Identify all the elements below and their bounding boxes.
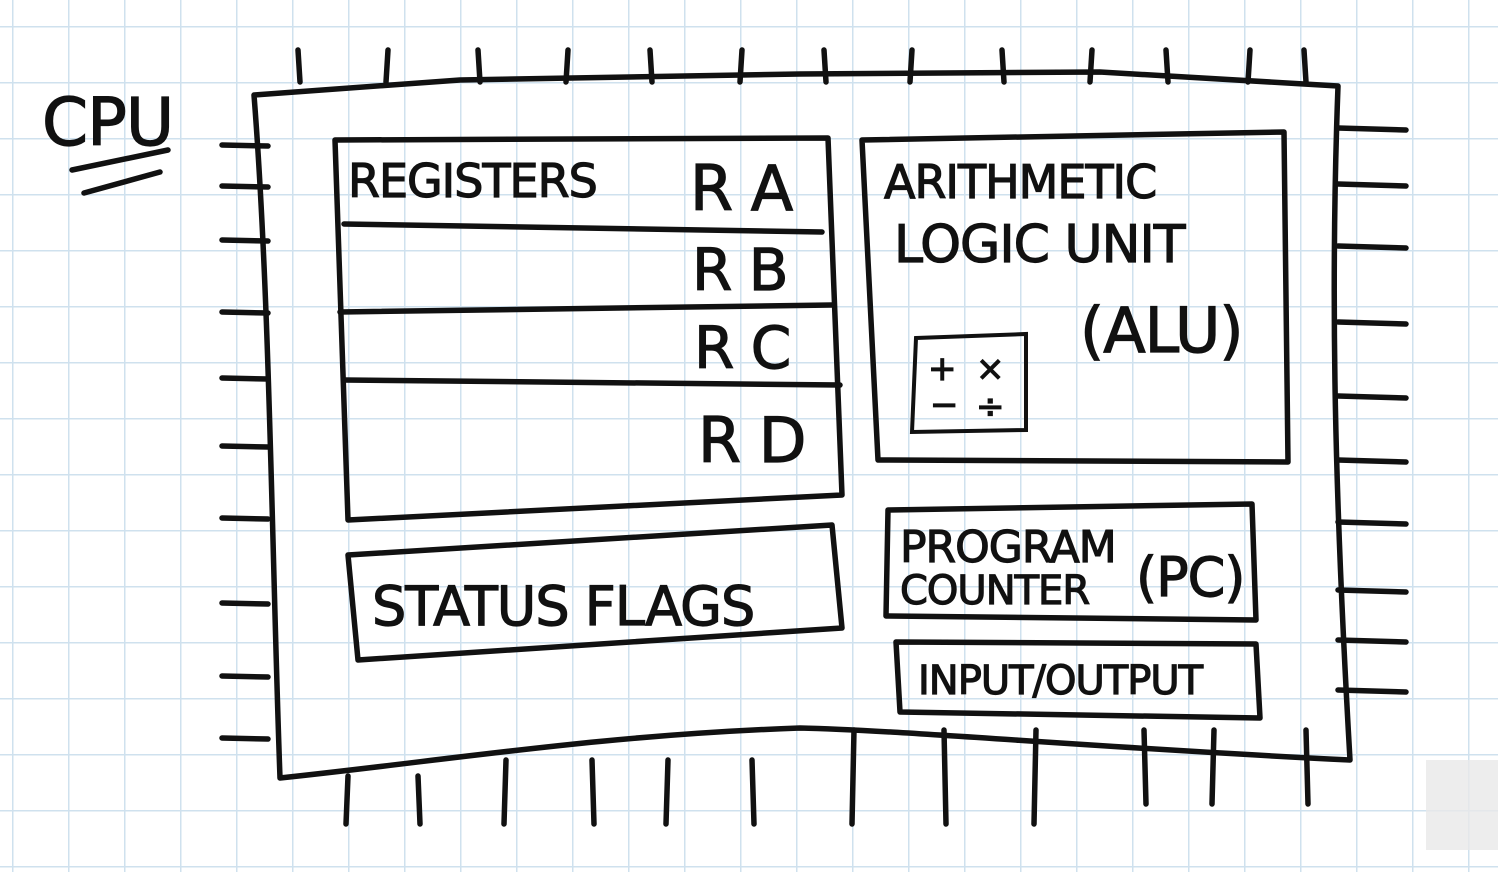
cpu-pin — [1335, 637, 1409, 645]
cpu-pin — [501, 757, 509, 827]
cpu-pin — [589, 757, 597, 827]
program-counter-box — [883, 501, 1259, 623]
input-output-block: INPUT/OUTPUT — [893, 639, 1263, 721]
cpu-pin — [219, 673, 271, 680]
title-underline — [69, 147, 171, 196]
cpu-pin — [219, 600, 271, 607]
cpu-pin — [415, 773, 423, 827]
cpu-pin — [1209, 727, 1217, 807]
status-flags-label: STATUS FLAGS — [372, 575, 754, 638]
cpu-pin — [849, 727, 857, 827]
cpu-pin — [821, 47, 829, 85]
alu-line-2: LOGIC UNIT — [894, 215, 1186, 275]
cpu-pin — [1335, 457, 1409, 465]
cpu-pin — [343, 773, 351, 827]
cpu-pin — [663, 757, 671, 827]
register-divider — [341, 221, 825, 235]
registers-label: REGISTERS — [348, 154, 597, 208]
cpu-pin — [1303, 727, 1311, 807]
cpu-pin — [749, 757, 757, 827]
pc-line-1: PROGRAM — [900, 522, 1116, 573]
cpu-pin — [1335, 687, 1409, 695]
cpu-pin — [219, 443, 271, 450]
registers-block: REGISTERS R A R B R C R D — [332, 135, 845, 523]
alu-line-1: ARITHMETIC — [884, 155, 1156, 209]
cpu-pin — [1031, 727, 1039, 827]
cpu-pin — [907, 47, 915, 85]
alu-abbr: (ALU) — [1080, 294, 1243, 367]
cpu-pin — [383, 47, 391, 85]
cpu-pin — [1087, 47, 1095, 85]
cpu-pin — [1141, 727, 1149, 807]
calc-plus: + — [928, 349, 956, 389]
cpu-pin — [941, 727, 949, 827]
cpu-pin — [219, 735, 271, 742]
status-flags-block: STATUS FLAGS — [345, 522, 845, 663]
register-rb: R B — [692, 236, 788, 304]
pc-abbr: (PC) — [1136, 546, 1244, 609]
calc-times: × — [976, 349, 1004, 389]
cpu-pin — [219, 515, 271, 522]
register-divider — [337, 302, 835, 315]
input-output-label: INPUT/OUTPUT — [918, 658, 1204, 704]
calculator-outline — [909, 331, 1028, 435]
register-rd: R D — [698, 404, 806, 477]
cpu-pin — [1301, 47, 1309, 85]
cpu-pin — [1335, 519, 1409, 527]
cpu-pin — [1335, 393, 1409, 401]
cpu-pin — [1335, 587, 1409, 595]
cpu-chip-body — [251, 69, 1353, 781]
calc-divide: ÷ — [976, 387, 1004, 427]
cpu-pin — [219, 309, 271, 316]
alu-box — [859, 129, 1291, 465]
corner-overlay — [1426, 760, 1498, 850]
cpu-title: CPU — [42, 84, 173, 161]
input-output-box — [893, 639, 1263, 721]
cpu-pins — [219, 47, 1409, 827]
program-counter-block: PROGRAM COUNTER (PC) — [883, 501, 1259, 623]
cpu-pin — [475, 47, 483, 85]
cpu-pin — [295, 47, 303, 85]
register-ra: R A — [690, 152, 793, 225]
cpu-pin — [1335, 125, 1409, 133]
cpu-pin — [219, 375, 271, 382]
pc-line-2: COUNTER — [900, 568, 1089, 614]
cpu-pin — [999, 47, 1007, 85]
status-flags-box — [345, 522, 845, 663]
cpu-pin — [1335, 181, 1409, 189]
cpu-pin — [219, 142, 271, 149]
calculator-icon: + × − ÷ — [909, 331, 1028, 435]
cpu-pin — [1335, 243, 1409, 251]
registers-box — [332, 135, 845, 523]
register-rc: R C — [694, 314, 790, 382]
calc-minus: − — [930, 385, 958, 425]
register-divider — [341, 377, 843, 388]
cpu-pin — [1335, 319, 1409, 327]
alu-block: ARITHMETIC LOGIC UNIT (ALU) + × − ÷ — [859, 129, 1291, 465]
cpu-pin — [1245, 47, 1253, 85]
